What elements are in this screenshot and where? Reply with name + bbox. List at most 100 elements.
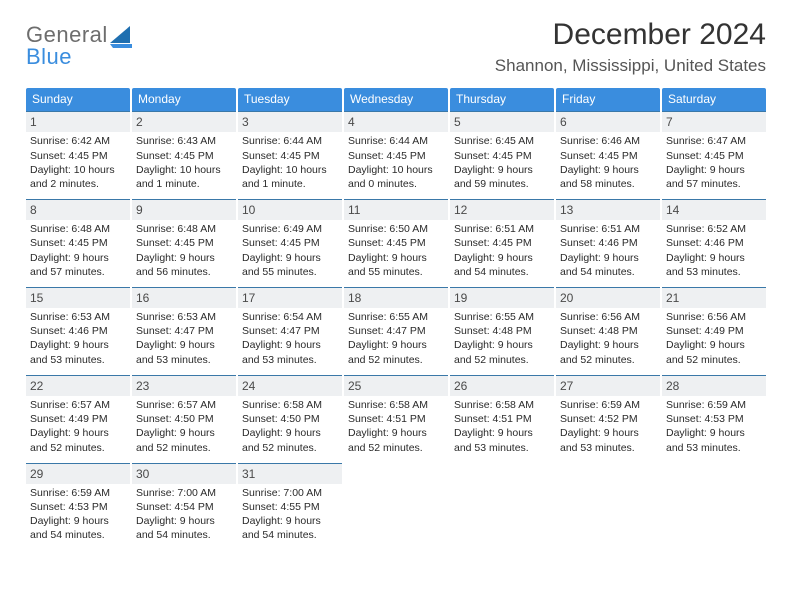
day-number: 4 — [344, 111, 448, 132]
sunrise-text: Sunrise: 6:44 AM — [348, 134, 444, 148]
day-cell: 17Sunrise: 6:54 AMSunset: 4:47 PMDayligh… — [238, 287, 342, 375]
sunrise-text: Sunrise: 6:54 AM — [242, 310, 338, 324]
daylight-line1: Daylight: 9 hours — [136, 426, 232, 440]
day-cell: 28Sunrise: 6:59 AMSunset: 4:53 PMDayligh… — [662, 375, 766, 463]
sunset-text: Sunset: 4:45 PM — [136, 149, 232, 163]
dayname-header: Wednesday — [344, 88, 448, 111]
brand-text: General Blue — [26, 24, 108, 68]
daylight-line1: Daylight: 9 hours — [136, 514, 232, 528]
daylight-line2: and 54 minutes. — [560, 265, 656, 279]
calendar-page: General Blue December 2024 Shannon, Miss… — [0, 0, 792, 612]
sunset-text: Sunset: 4:48 PM — [560, 324, 656, 338]
daylight-line2: and 55 minutes. — [348, 265, 444, 279]
day-cell: 26Sunrise: 6:58 AMSunset: 4:51 PMDayligh… — [450, 375, 554, 463]
daylight-line1: Daylight: 9 hours — [136, 251, 232, 265]
day-number: 19 — [450, 287, 554, 308]
day-cell: 5Sunrise: 6:45 AMSunset: 4:45 PMDaylight… — [450, 111, 554, 199]
dayname-header: Sunday — [26, 88, 130, 111]
sunset-text: Sunset: 4:45 PM — [454, 236, 550, 250]
daylight-line2: and 57 minutes. — [666, 177, 762, 191]
daylight-line2: and 52 minutes. — [666, 353, 762, 367]
daylight-line1: Daylight: 9 hours — [30, 338, 126, 352]
daylight-line2: and 52 minutes. — [242, 441, 338, 455]
daylight-line2: and 54 minutes. — [136, 528, 232, 542]
daylight-line1: Daylight: 9 hours — [348, 426, 444, 440]
daylight-line1: Daylight: 9 hours — [666, 163, 762, 177]
daylight-line1: Daylight: 9 hours — [136, 338, 232, 352]
dayname-header: Thursday — [450, 88, 554, 111]
day-number: 10 — [238, 199, 342, 220]
sunrise-text: Sunrise: 7:00 AM — [136, 486, 232, 500]
day-number: 17 — [238, 287, 342, 308]
day-number: 13 — [556, 199, 660, 220]
day-cell: 12Sunrise: 6:51 AMSunset: 4:45 PMDayligh… — [450, 199, 554, 287]
day-cell: 27Sunrise: 6:59 AMSunset: 4:52 PMDayligh… — [556, 375, 660, 463]
day-number: 11 — [344, 199, 448, 220]
daylight-line2: and 52 minutes. — [30, 441, 126, 455]
sunrise-text: Sunrise: 6:53 AM — [136, 310, 232, 324]
sunset-text: Sunset: 4:50 PM — [136, 412, 232, 426]
dayname-header: Saturday — [662, 88, 766, 111]
day-cell: 23Sunrise: 6:57 AMSunset: 4:50 PMDayligh… — [132, 375, 236, 463]
sunrise-text: Sunrise: 6:51 AM — [560, 222, 656, 236]
day-number: 15 — [26, 287, 130, 308]
dayname-header: Monday — [132, 88, 236, 111]
sunset-text: Sunset: 4:47 PM — [136, 324, 232, 338]
daylight-line2: and 52 minutes. — [136, 441, 232, 455]
day-cell — [344, 463, 448, 551]
day-cell: 14Sunrise: 6:52 AMSunset: 4:46 PMDayligh… — [662, 199, 766, 287]
sunset-text: Sunset: 4:53 PM — [666, 412, 762, 426]
day-cell: 3Sunrise: 6:44 AMSunset: 4:45 PMDaylight… — [238, 111, 342, 199]
daylight-line1: Daylight: 10 hours — [30, 163, 126, 177]
daylight-line1: Daylight: 9 hours — [454, 163, 550, 177]
daylight-line1: Daylight: 9 hours — [30, 514, 126, 528]
day-cell: 4Sunrise: 6:44 AMSunset: 4:45 PMDaylight… — [344, 111, 448, 199]
daylight-line2: and 53 minutes. — [454, 441, 550, 455]
day-number: 29 — [26, 463, 130, 484]
day-number: 14 — [662, 199, 766, 220]
sunrise-text: Sunrise: 6:49 AM — [242, 222, 338, 236]
day-number: 20 — [556, 287, 660, 308]
day-cell: 24Sunrise: 6:58 AMSunset: 4:50 PMDayligh… — [238, 375, 342, 463]
month-title: December 2024 — [495, 18, 766, 52]
day-number: 23 — [132, 375, 236, 396]
day-number: 1 — [26, 111, 130, 132]
daylight-line2: and 59 minutes. — [454, 177, 550, 191]
sail-icon — [110, 26, 136, 48]
daylight-line1: Daylight: 9 hours — [348, 251, 444, 265]
day-number: 3 — [238, 111, 342, 132]
day-cell: 15Sunrise: 6:53 AMSunset: 4:46 PMDayligh… — [26, 287, 130, 375]
sunset-text: Sunset: 4:45 PM — [348, 149, 444, 163]
day-number: 16 — [132, 287, 236, 308]
daylight-line1: Daylight: 10 hours — [242, 163, 338, 177]
day-cell: 22Sunrise: 6:57 AMSunset: 4:49 PMDayligh… — [26, 375, 130, 463]
day-number: 18 — [344, 287, 448, 308]
day-cell: 2Sunrise: 6:43 AMSunset: 4:45 PMDaylight… — [132, 111, 236, 199]
day-cell: 7Sunrise: 6:47 AMSunset: 4:45 PMDaylight… — [662, 111, 766, 199]
daylight-line2: and 53 minutes. — [242, 353, 338, 367]
sunrise-text: Sunrise: 6:55 AM — [454, 310, 550, 324]
day-cell: 31Sunrise: 7:00 AMSunset: 4:55 PMDayligh… — [238, 463, 342, 551]
day-cell: 13Sunrise: 6:51 AMSunset: 4:46 PMDayligh… — [556, 199, 660, 287]
daylight-line1: Daylight: 9 hours — [242, 251, 338, 265]
daylight-line1: Daylight: 9 hours — [242, 514, 338, 528]
daylight-line2: and 0 minutes. — [348, 177, 444, 191]
day-cell: 21Sunrise: 6:56 AMSunset: 4:49 PMDayligh… — [662, 287, 766, 375]
sunset-text: Sunset: 4:45 PM — [348, 236, 444, 250]
day-cell: 6Sunrise: 6:46 AMSunset: 4:45 PMDaylight… — [556, 111, 660, 199]
header: General Blue December 2024 Shannon, Miss… — [26, 18, 766, 76]
brand-word-blue: Blue — [26, 44, 72, 69]
day-cell: 9Sunrise: 6:48 AMSunset: 4:45 PMDaylight… — [132, 199, 236, 287]
day-number: 30 — [132, 463, 236, 484]
day-cell: 16 Sunrise: 6:53 AMSunset: 4:47 PMDayligh… — [132, 287, 236, 375]
day-number: 6 — [556, 111, 660, 132]
daylight-line1: Daylight: 9 hours — [454, 251, 550, 265]
sunrise-text: Sunrise: 6:45 AM — [454, 134, 550, 148]
daylight-line1: Daylight: 9 hours — [454, 338, 550, 352]
sunrise-text: Sunrise: 7:00 AM — [242, 486, 338, 500]
day-cell: 1Sunrise: 6:42 AMSunset: 4:45 PMDaylight… — [26, 111, 130, 199]
sunrise-text: Sunrise: 6:58 AM — [242, 398, 338, 412]
title-block: December 2024 Shannon, Mississippi, Unit… — [495, 18, 766, 76]
daylight-line2: and 52 minutes. — [560, 353, 656, 367]
daylight-line2: and 53 minutes. — [30, 353, 126, 367]
